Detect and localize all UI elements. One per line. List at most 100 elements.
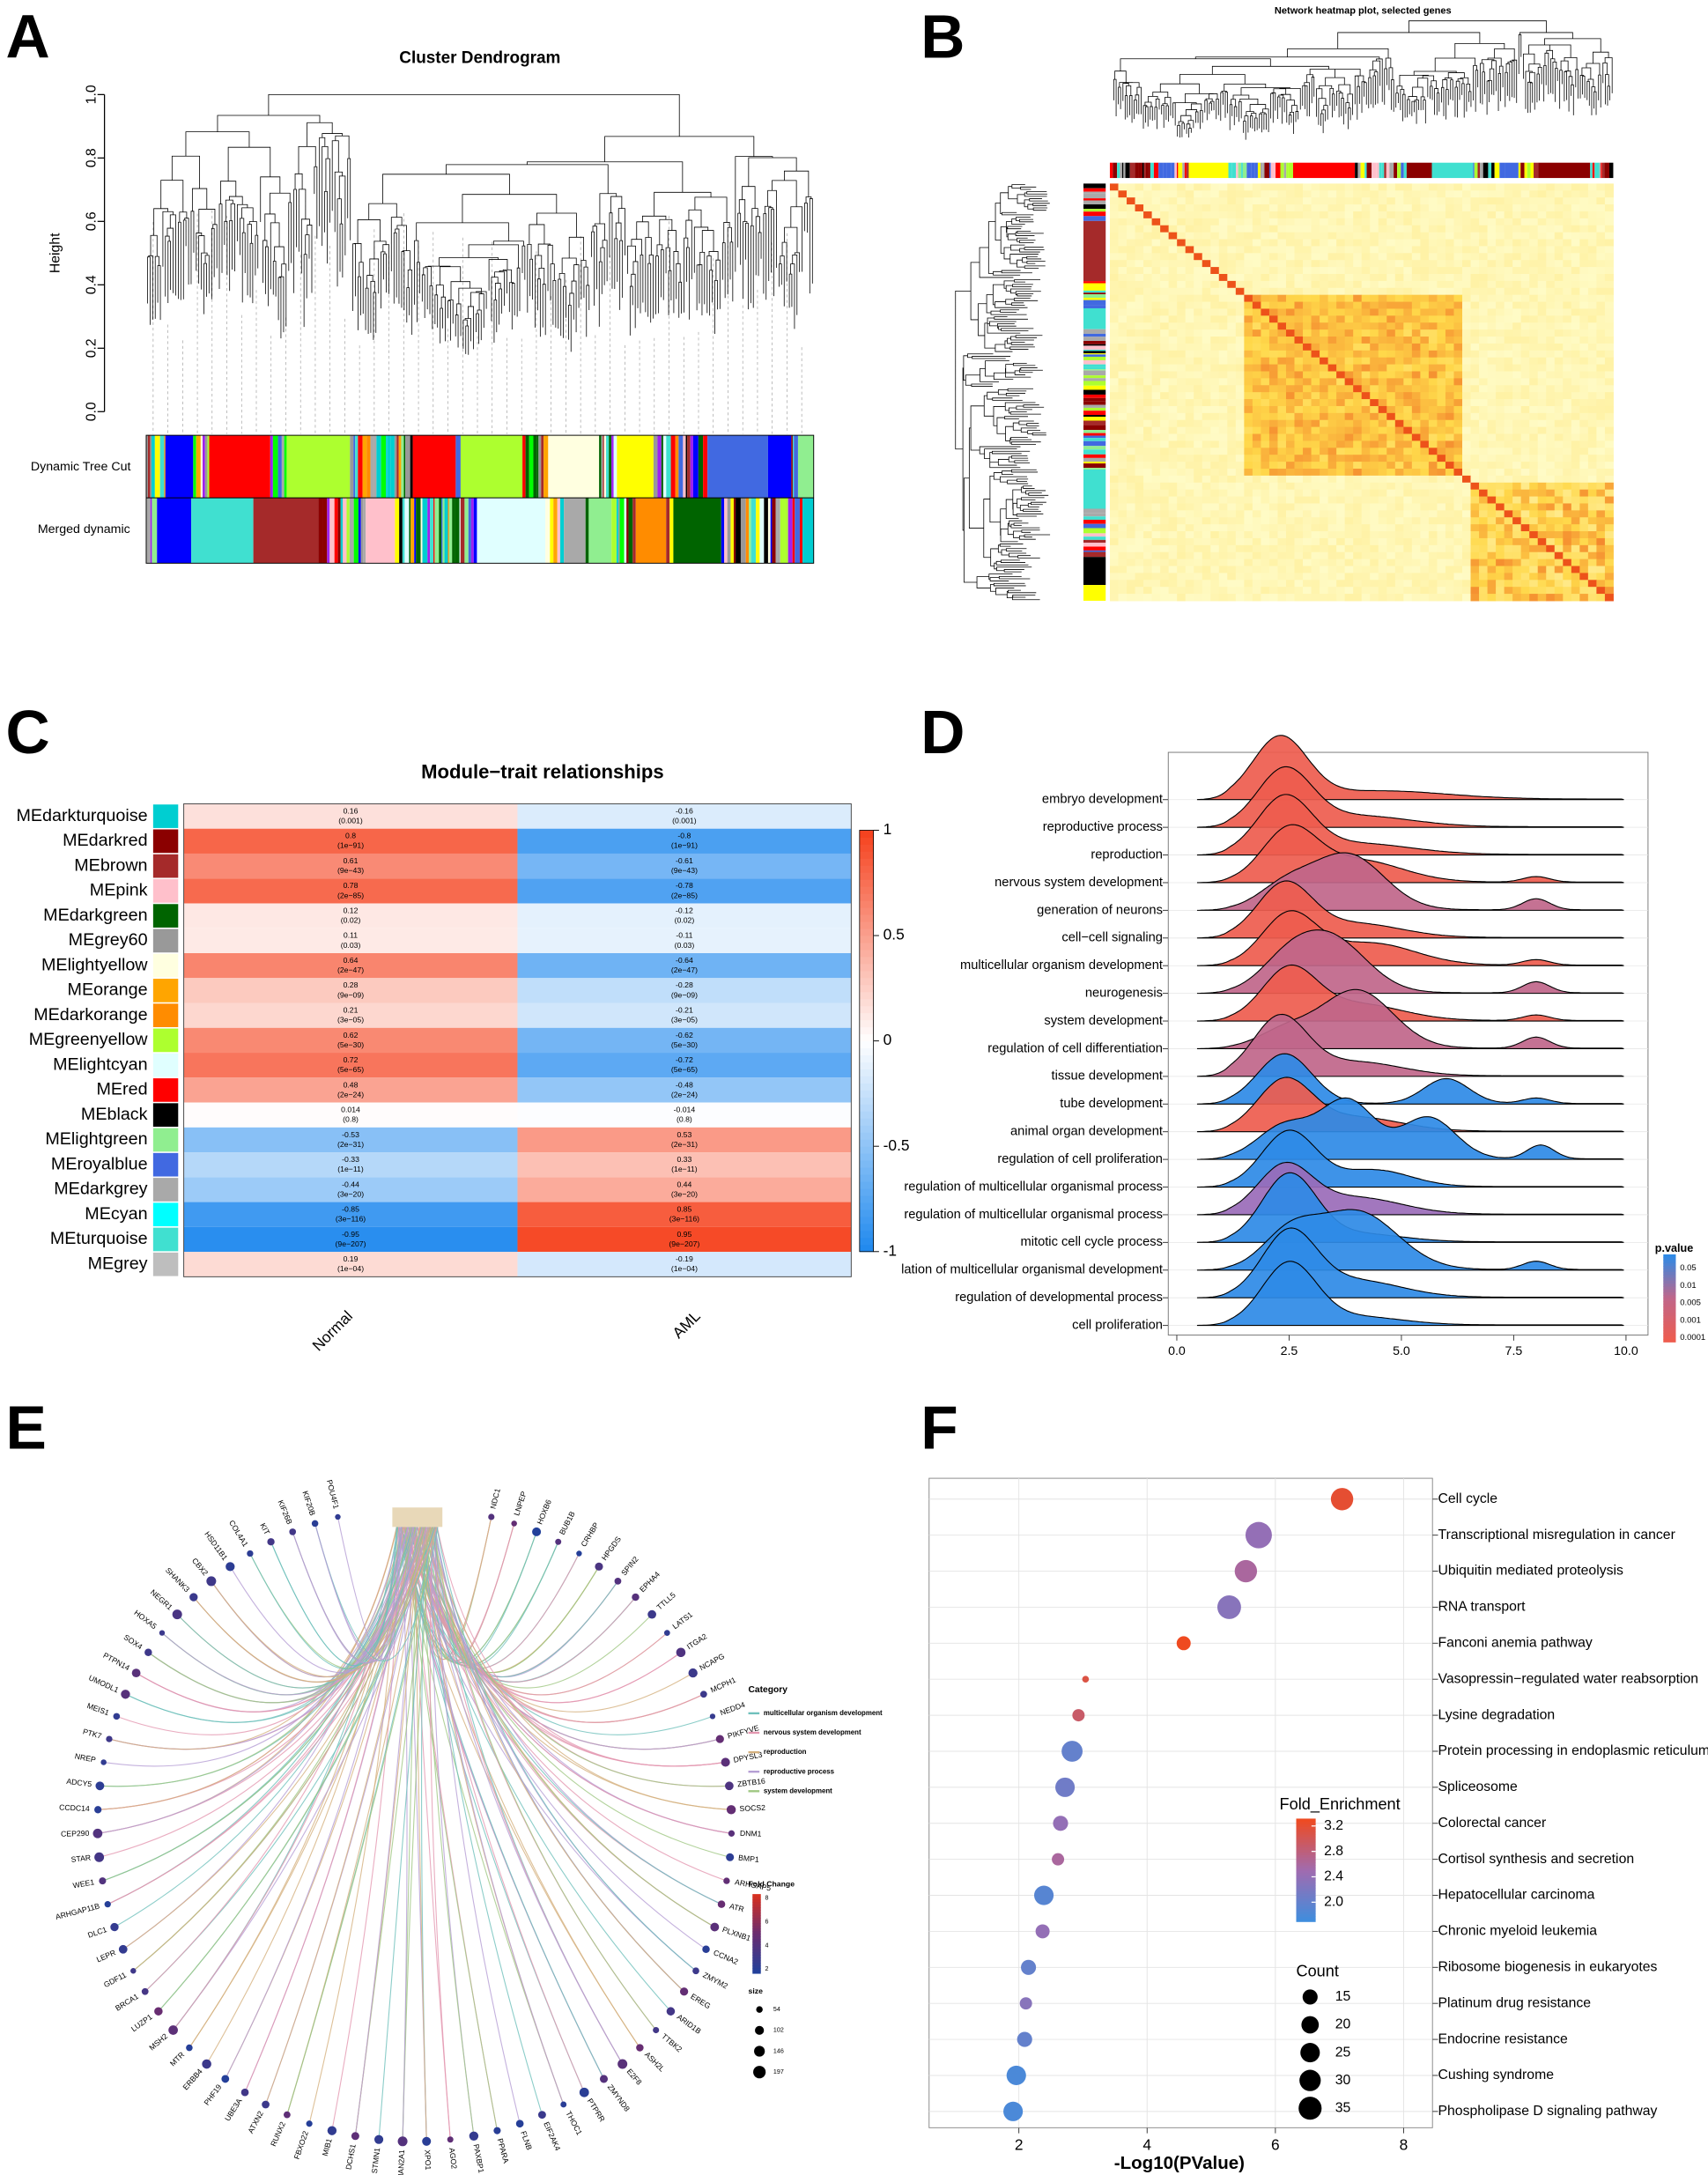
heat-cell: [1361, 385, 1371, 393]
heat-cell: [1294, 301, 1304, 309]
heat-cell: [1168, 273, 1178, 282]
bubble: [1245, 1521, 1272, 1549]
heat-cell: [1386, 544, 1396, 553]
heat-cell: [1143, 580, 1153, 588]
heat-cell: [1353, 343, 1363, 351]
heat-cell: [1461, 225, 1471, 233]
heat-cell: [1244, 287, 1253, 296]
heat-cell: [1109, 301, 1119, 309]
y-tick-label: tube development: [1060, 1097, 1163, 1111]
heat-cell: [1344, 204, 1354, 212]
heat-cell: [1437, 190, 1446, 198]
heat-cell: [1344, 225, 1354, 233]
heat-cell: [1218, 503, 1228, 511]
row-label: MEdarkgrey: [54, 1180, 147, 1199]
heat-cell: [1394, 301, 1404, 309]
heat-cell: [1386, 225, 1396, 233]
heat-cell: [1587, 267, 1597, 275]
module-swatch: [152, 854, 179, 878]
heat-cell: [1378, 343, 1387, 351]
heat-cell: [1461, 392, 1471, 400]
color-band: [433, 498, 435, 564]
y-tick-label: 1.0: [85, 85, 100, 104]
heat-cell: [1244, 371, 1253, 379]
heat-cell: [1194, 566, 1203, 573]
heat-cell: [1320, 517, 1329, 525]
heat-cell: [1520, 517, 1530, 525]
heat-cell: [1261, 587, 1270, 595]
heat-cell: [1520, 190, 1530, 198]
heat-cell: [1202, 218, 1211, 226]
legend-step: [752, 1918, 761, 1921]
heat-cell: [1143, 322, 1153, 330]
heat-cell: [1109, 426, 1119, 435]
heat-cell: [1294, 496, 1304, 504]
heat-cell: [1361, 580, 1371, 588]
heat-cell: [1244, 440, 1253, 448]
heat-cell: [1252, 287, 1261, 296]
heat-cell: [1386, 218, 1396, 226]
heat-cell: [1151, 489, 1161, 498]
heat-cell: [1353, 489, 1363, 498]
heat-cell: [1496, 364, 1505, 372]
heat-cell: [1327, 517, 1337, 525]
heat-cell: [1403, 280, 1413, 289]
heat-cell: [1470, 462, 1480, 470]
gene-node: [595, 1562, 603, 1571]
heat-cell: [1487, 524, 1497, 532]
heat-cell: [1252, 537, 1261, 546]
heat-cell: [1285, 357, 1295, 366]
heat-cell: [1135, 503, 1144, 511]
heat-cell: [1185, 517, 1194, 525]
heat-cell: [1386, 190, 1396, 198]
heat-cell: [1303, 426, 1312, 435]
heat-cell: [1529, 385, 1539, 393]
heat-cell: [1244, 246, 1253, 254]
heat-cell: [1386, 580, 1396, 588]
heat-cell: [1403, 496, 1413, 504]
heat-cell: [1151, 517, 1161, 525]
heat-cell: [1227, 551, 1237, 560]
heat-cell: [1537, 566, 1547, 573]
heat-cell: [1445, 371, 1454, 379]
heat-cell: [1202, 294, 1211, 303]
heat-cell: [1428, 294, 1438, 303]
heat-cell: [1109, 343, 1119, 351]
y-tick-label: reproduction: [1091, 847, 1163, 862]
heat-cell: [1344, 315, 1354, 323]
heat-cell: [1512, 315, 1522, 323]
heat-cell: [1252, 301, 1261, 309]
heat-cell: [1411, 399, 1421, 407]
heat-cell: [1428, 419, 1438, 428]
legend-step: [1663, 1315, 1676, 1320]
heat-cell: [1579, 469, 1589, 477]
legend-step: [1296, 1833, 1316, 1838]
heat-cell: [1252, 440, 1261, 448]
heat-cell: [1285, 440, 1295, 448]
legend-label: 15: [1335, 1989, 1351, 2004]
heat-cell: [1210, 322, 1220, 330]
heat-cell: [1327, 273, 1337, 282]
heat-cell: [1168, 190, 1178, 198]
gene-node: [92, 1828, 103, 1838]
heat-cell: [1554, 405, 1564, 414]
heat-cell: [1604, 510, 1614, 518]
heat-cell: [1160, 371, 1170, 379]
heat-cell: [1151, 385, 1161, 393]
heat-cell: [1571, 350, 1580, 359]
colorbar-step: [859, 1160, 874, 1168]
heat-cell: [1453, 462, 1463, 470]
heat-cell: [1151, 392, 1161, 400]
heat-cell: [1361, 469, 1371, 477]
heat-cell: [1361, 232, 1371, 240]
gene-node: [306, 2120, 313, 2127]
heat-cell: [1327, 267, 1337, 275]
heat-cell: [1537, 267, 1547, 275]
heat-cell: [1202, 594, 1211, 602]
heat-cell: [1353, 239, 1363, 247]
color-band: [1083, 420, 1106, 425]
heat-cell: [1370, 232, 1379, 240]
legend-step: [1296, 1854, 1316, 1858]
heat-cell: [1261, 455, 1270, 462]
heat-cell: [1411, 503, 1421, 511]
